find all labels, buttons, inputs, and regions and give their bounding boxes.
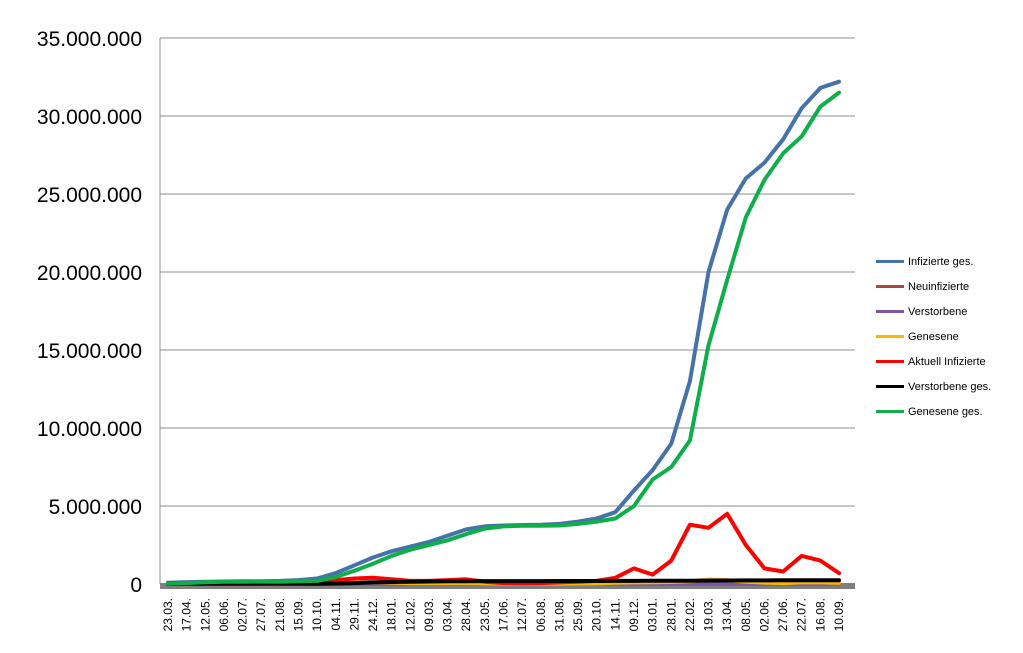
legend-swatch bbox=[876, 310, 904, 313]
x-tick-label: 10.09. bbox=[832, 598, 846, 631]
y-tick-label: 0 bbox=[130, 574, 142, 597]
x-tick-label: 12.05. bbox=[198, 598, 212, 631]
x-tick-label: 19.03. bbox=[702, 598, 716, 631]
series-line-verstorbene-ges bbox=[166, 578, 841, 586]
y-tick-label: 5.000.000 bbox=[49, 496, 142, 519]
series-line-genesene-ges bbox=[166, 90, 841, 586]
x-tick-label: 28.01. bbox=[664, 598, 678, 631]
legend-item: Genesene ges. bbox=[876, 399, 1016, 424]
y-tick-label: 20.000.000 bbox=[37, 262, 142, 285]
x-axis-ticks: 23.03. 17.04. 12.05. 06.06. 02.07. 27.07. 21.0… bbox=[161, 598, 846, 631]
gridlines bbox=[160, 37, 855, 507]
x-tick-label: 31.08. bbox=[552, 598, 566, 631]
x-tick-label: 16.08. bbox=[813, 598, 827, 631]
x-tick-label: 12.07. bbox=[515, 598, 529, 631]
legend-label: Verstorbene ges. bbox=[908, 380, 992, 393]
x-tick-label: 23.05. bbox=[478, 598, 492, 631]
y-tick-label: 25.000.000 bbox=[37, 184, 142, 207]
x-tick-label: 02.06. bbox=[757, 598, 771, 631]
x-tick-label: 17.06. bbox=[497, 598, 511, 631]
x-tick-label: 23.03. bbox=[161, 598, 175, 631]
x-tick-label: 13.04. bbox=[720, 598, 734, 631]
legend-label: Infizierte ges. bbox=[908, 255, 974, 268]
legend-label: Neuinfizierte bbox=[908, 280, 970, 293]
legend-swatch bbox=[876, 285, 904, 288]
legend-swatch bbox=[876, 260, 904, 263]
legend-item: Verstorbene ges. bbox=[876, 374, 1016, 399]
x-tick-label: 18.01. bbox=[385, 598, 399, 631]
legend-label: Genesene bbox=[908, 330, 959, 343]
legend-swatch bbox=[876, 385, 904, 388]
x-tick-label: 22.02. bbox=[683, 598, 697, 631]
legend: Infizierte ges. Neuinfizierte Verstorbene G… bbox=[876, 249, 1016, 424]
x-tick-label: 06.08. bbox=[534, 598, 548, 631]
series-line-infizierte-ges bbox=[166, 79, 841, 585]
series-lines bbox=[166, 79, 841, 586]
x-tick-label: 24.12. bbox=[366, 598, 380, 631]
x-tick-label: 17.04. bbox=[180, 598, 194, 631]
x-tick-label: 09.12. bbox=[627, 598, 641, 631]
x-tick-label: 06.06. bbox=[217, 598, 231, 631]
x-tick-label: 03.04. bbox=[441, 598, 455, 631]
y-tick-label: 15.000.000 bbox=[37, 340, 142, 363]
x-tick-label: 02.07. bbox=[236, 598, 250, 631]
x-tick-label: 04.11. bbox=[329, 598, 343, 630]
legend-swatch bbox=[876, 360, 904, 363]
x-tick-label: 27.07. bbox=[254, 598, 268, 631]
x-tick-label: 15.09. bbox=[291, 598, 305, 631]
x-tick-label: 22.07. bbox=[795, 598, 809, 631]
x-tick-label: 28.04. bbox=[459, 598, 473, 631]
legend-swatch bbox=[876, 335, 904, 338]
legend-label: Genesene ges. bbox=[908, 405, 983, 418]
legend-swatch bbox=[876, 410, 904, 413]
x-tick-label: 12.02. bbox=[403, 598, 417, 631]
legend-item: Verstorbene bbox=[876, 299, 1016, 324]
x-tick-label: 21.08. bbox=[273, 598, 287, 631]
x-tick-label: 27.06. bbox=[776, 598, 790, 631]
y-tick-label: 35.000.000 bbox=[37, 28, 142, 51]
y-tick-label: 30.000.000 bbox=[37, 106, 142, 129]
y-tick-label: 10.000.000 bbox=[37, 418, 142, 441]
x-tick-label: 03.01. bbox=[646, 598, 660, 631]
x-tick-label: 14.11. bbox=[608, 598, 622, 630]
legend-label: Verstorbene bbox=[908, 305, 968, 318]
x-tick-label: 29.11. bbox=[347, 598, 361, 630]
x-tick-label: 10.10. bbox=[310, 598, 324, 631]
x-tick-label: 09.03. bbox=[422, 598, 436, 631]
legend-item: Aktuell Infizierte bbox=[876, 349, 1016, 374]
x-tick-label: 20.10. bbox=[590, 598, 604, 631]
legend-label: Aktuell Infizierte bbox=[908, 355, 986, 368]
legend-item: Genesene bbox=[876, 324, 1016, 349]
legend-item: Neuinfizierte bbox=[876, 274, 1016, 299]
y-axis-ticks: 0 5.000.000 10.000.000 15.000.000 20.000.000… bbox=[37, 28, 142, 597]
legend-item: Infizierte ges. bbox=[876, 249, 1016, 274]
x-tick-label: 25.09. bbox=[571, 598, 585, 631]
x-tick-label: 08.05. bbox=[739, 598, 753, 631]
